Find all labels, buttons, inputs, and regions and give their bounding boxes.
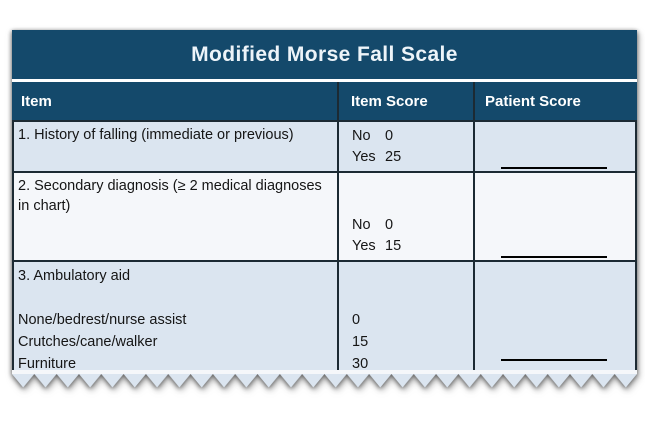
document: Modified Morse Fall Scale Item Item Scor… — [12, 30, 637, 388]
item-score-cell: 0 15 30 — [337, 262, 473, 370]
table-row-secondary-diagnosis: 2. Secondary diagnosis (≥ 2 medical diag… — [14, 171, 635, 260]
score-option: Yes 15 — [352, 236, 473, 257]
item-score-cell: No 0 Yes 15 — [337, 173, 473, 260]
patient-score-blank-line — [501, 359, 607, 361]
score-option: Yes 25 — [352, 147, 473, 168]
option-label: No — [352, 128, 371, 144]
option-score: 30 — [352, 356, 369, 370]
column-header-patient-score: Patient Score — [473, 82, 637, 120]
item-cell: 1. History of falling (immediate or prev… — [14, 122, 337, 171]
option-score: 0 — [385, 217, 394, 233]
option-label: Yes — [352, 238, 376, 254]
score-option: No 0 — [352, 126, 473, 147]
table-body: 1. History of falling (immediate or prev… — [12, 120, 637, 370]
column-header-item-score: Item Score — [337, 82, 473, 120]
score-option: No 0 — [352, 215, 473, 236]
title-separator — [12, 79, 637, 82]
option-label: Yes — [352, 149, 376, 165]
item-cell: 2. Secondary diagnosis (≥ 2 medical diag… — [14, 173, 337, 260]
title-bar: Modified Morse Fall Scale — [12, 30, 637, 79]
option-label: None/bedrest/nurse assist — [18, 312, 187, 328]
option-score: 0 — [385, 128, 394, 144]
spacer-line — [352, 287, 473, 309]
spacer-line — [18, 287, 334, 309]
item-cell: 3. Ambulatory aid None/bedrest/nurse ass… — [14, 262, 337, 370]
column-header-item: Item — [21, 92, 52, 110]
option-label: Furniture — [18, 356, 77, 370]
item-text: 2. Secondary diagnosis (≥ 2 medical diag… — [18, 178, 322, 214]
option-score: 15 — [352, 334, 369, 350]
torn-edge — [12, 374, 637, 388]
table-row-history-of-falling: 1. History of falling (immediate or prev… — [14, 122, 635, 171]
form-title: Modified Morse Fall Scale — [191, 42, 458, 66]
option-score: 0 — [352, 312, 361, 328]
table-header-row: Item Item Score Patient Score — [12, 82, 637, 120]
patient-score-cell — [473, 122, 635, 171]
spacer-line — [352, 265, 473, 287]
option-score: 25 — [385, 149, 402, 165]
item-text: 1. History of falling (immediate or prev… — [18, 127, 294, 143]
patient-score-blank-line — [501, 167, 607, 169]
option-label: No — [352, 217, 371, 233]
item-score-cell: No 0 Yes 25 — [337, 122, 473, 171]
fall-scale-form: Modified Morse Fall Scale Item Item Scor… — [12, 30, 637, 374]
patient-score-blank-line — [501, 256, 607, 258]
option-label: Crutches/cane/walker — [18, 334, 158, 350]
option-score: 15 — [385, 238, 402, 254]
patient-score-cell — [473, 173, 635, 260]
item-text: 3. Ambulatory aid — [18, 268, 131, 284]
table-row-ambulatory-aid: 3. Ambulatory aid None/bedrest/nurse ass… — [14, 260, 635, 370]
patient-score-cell — [473, 262, 635, 370]
